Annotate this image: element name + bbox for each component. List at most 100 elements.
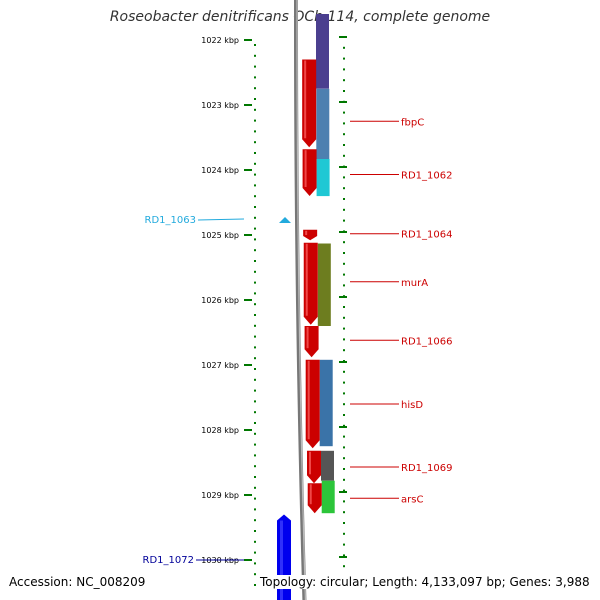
right-ruler-dot: [343, 57, 345, 60]
right-ruler-dot: [343, 68, 345, 71]
ruler-dot: [254, 130, 256, 133]
ruler-dot: [254, 465, 256, 468]
right-ruler-dot: [343, 154, 345, 157]
ruler-dot: [254, 184, 256, 187]
gene-label: RD1_1066: [401, 336, 452, 347]
right-ruler-dot: [343, 176, 345, 179]
topology-text: Topology: circular; Length: 4,133,097 bp…: [260, 575, 590, 589]
right-ruler-dot: [343, 522, 345, 524]
right-ruler-dot: [343, 381, 345, 384]
right-ruler-dot: [343, 565, 345, 568]
ruler-dot: [254, 98, 256, 100]
right-ruler-tick: [339, 361, 347, 363]
right-ruler-dot: [343, 111, 345, 114]
ruler-dot: [254, 454, 256, 457]
ruler-dot: [254, 551, 256, 554]
ruler-dot: [254, 292, 256, 295]
ruler-dot: [254, 162, 256, 165]
ruler-dot: [254, 65, 256, 68]
ruler-dot: [254, 443, 256, 446]
gene-arrow-shade: [305, 243, 308, 316]
scale-label: 1025 kbp: [201, 231, 239, 240]
ruler-dot: [254, 119, 256, 122]
ruler-tick: [244, 39, 252, 41]
right-ruler-dot: [343, 316, 345, 319]
ruler-dot: [254, 249, 256, 252]
right-ruler-dot: [343, 414, 345, 416]
feature-band: [316, 88, 330, 159]
right-ruler-dot: [343, 79, 345, 82]
scale-label: 1024 kbp: [201, 166, 239, 175]
genome-title: Roseobacter denitrificans OCh 114, compl…: [109, 9, 491, 25]
gene-arrow-shade: [306, 327, 309, 349]
right-ruler-dot: [343, 122, 345, 125]
gene-arrow-shade: [305, 230, 308, 236]
ruler-dot: [254, 389, 256, 392]
right-ruler-dot: [343, 338, 345, 341]
ruler-tick: [244, 299, 252, 301]
right-ruler-dot: [343, 349, 345, 352]
ruler-dot: [254, 281, 256, 284]
ruler-dot: [254, 206, 256, 208]
ruler-dot: [254, 54, 256, 57]
gene-arrow-shade: [307, 360, 310, 440]
right-ruler-tick: [339, 426, 347, 428]
ruler-tick: [244, 104, 252, 106]
right-ruler-dot: [343, 478, 345, 481]
ruler-dot: [254, 519, 256, 522]
right-ruler-tick: [339, 231, 347, 233]
gene-label: RD1_1063: [145, 215, 196, 226]
ruler-dot: [254, 573, 256, 576]
gene-arrow-shade: [308, 451, 311, 475]
ruler-dot: [254, 141, 256, 144]
gene-label: murA: [401, 278, 428, 289]
feature-band: [321, 480, 335, 514]
ruler-dot: [254, 76, 256, 79]
gene-label: hisD: [401, 400, 423, 411]
ruler-dot: [254, 422, 256, 424]
right-ruler-dot: [343, 241, 345, 244]
ruler-dot: [254, 346, 256, 349]
gene-arrow: [279, 217, 291, 224]
right-ruler-dot: [343, 46, 345, 49]
gene-label: RD1_1072: [143, 555, 194, 566]
ruler-dot: [254, 497, 256, 500]
right-ruler-tick: [339, 296, 347, 298]
scale-label: 1023 kbp: [201, 101, 239, 110]
ruler-dot: [254, 260, 256, 262]
right-ruler-dot: [343, 403, 345, 406]
ruler-dot: [254, 508, 256, 511]
right-ruler-dot: [343, 489, 345, 492]
right-ruler-dot: [343, 252, 345, 254]
ruler-tick: [244, 234, 252, 236]
ruler-dot: [254, 476, 256, 478]
ruler-dot: [254, 486, 256, 489]
right-ruler-dot: [343, 144, 345, 146]
ruler-dot: [254, 432, 256, 435]
right-ruler-dot: [343, 273, 345, 276]
right-ruler-dot: [343, 543, 345, 546]
right-ruler-tick: [339, 166, 347, 168]
ruler-dot: [254, 314, 256, 316]
ruler-dot: [254, 540, 256, 543]
ruler-dot: [254, 152, 256, 154]
right-ruler-dot: [343, 370, 345, 373]
scale-label: 1028 kbp: [201, 426, 239, 435]
ruler-dot: [254, 173, 256, 176]
ruler-dot: [254, 270, 256, 273]
right-ruler-dot: [343, 532, 345, 535]
right-ruler-dot: [343, 284, 345, 287]
right-ruler-tick: [339, 101, 347, 103]
ruler-dot: [254, 584, 256, 586]
feature-band: [321, 450, 334, 481]
ruler-tick: [244, 429, 252, 431]
ruler-dot: [254, 87, 256, 90]
gene-label: RD1_1069: [401, 463, 452, 474]
scale-label: 1027 kbp: [201, 361, 239, 370]
scale-label: 1026 kbp: [201, 296, 239, 305]
ruler-tick: [244, 494, 252, 496]
gene-arrow-shade: [309, 484, 312, 505]
right-ruler-dot: [343, 208, 345, 211]
gene-arrow-shade: [280, 520, 283, 600]
